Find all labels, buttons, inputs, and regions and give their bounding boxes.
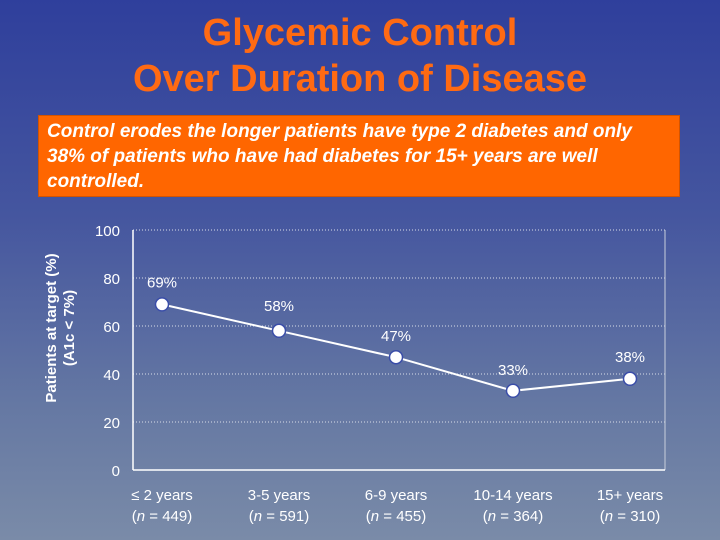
y-tick-label: 100	[95, 223, 120, 240]
data-label: 33%	[498, 362, 528, 379]
x-tick-sample-size: (n = 455)	[366, 508, 426, 525]
data-point	[156, 298, 169, 311]
series-line	[162, 304, 630, 390]
x-tick-sample-size: (n = 310)	[600, 508, 660, 525]
data-label: 58%	[264, 298, 294, 315]
x-tick-label: 10-14 years	[473, 487, 552, 504]
x-tick-sample-size: (n = 591)	[249, 508, 309, 525]
y-tick-label: 20	[103, 415, 120, 432]
y-tick-label: 80	[103, 271, 120, 288]
data-label: 69%	[147, 274, 177, 291]
y-tick-label: 40	[103, 367, 120, 384]
data-label: 47%	[381, 328, 411, 345]
data-point	[507, 384, 520, 397]
x-tick-sample-size: (n = 364)	[483, 508, 543, 525]
y-tick-label: 60	[103, 319, 120, 336]
data-label: 38%	[615, 349, 645, 366]
x-tick-label: 6-9 years	[365, 487, 428, 504]
data-point	[273, 324, 286, 337]
x-tick-label: 3-5 years	[248, 487, 311, 504]
y-tick-label: 0	[112, 463, 120, 480]
data-point	[390, 351, 403, 364]
x-tick-label: 15+ years	[597, 487, 663, 504]
x-tick-label: ≤ 2 years	[131, 487, 193, 504]
data-point	[624, 372, 637, 385]
x-tick-sample-size: (n = 449)	[132, 508, 192, 525]
